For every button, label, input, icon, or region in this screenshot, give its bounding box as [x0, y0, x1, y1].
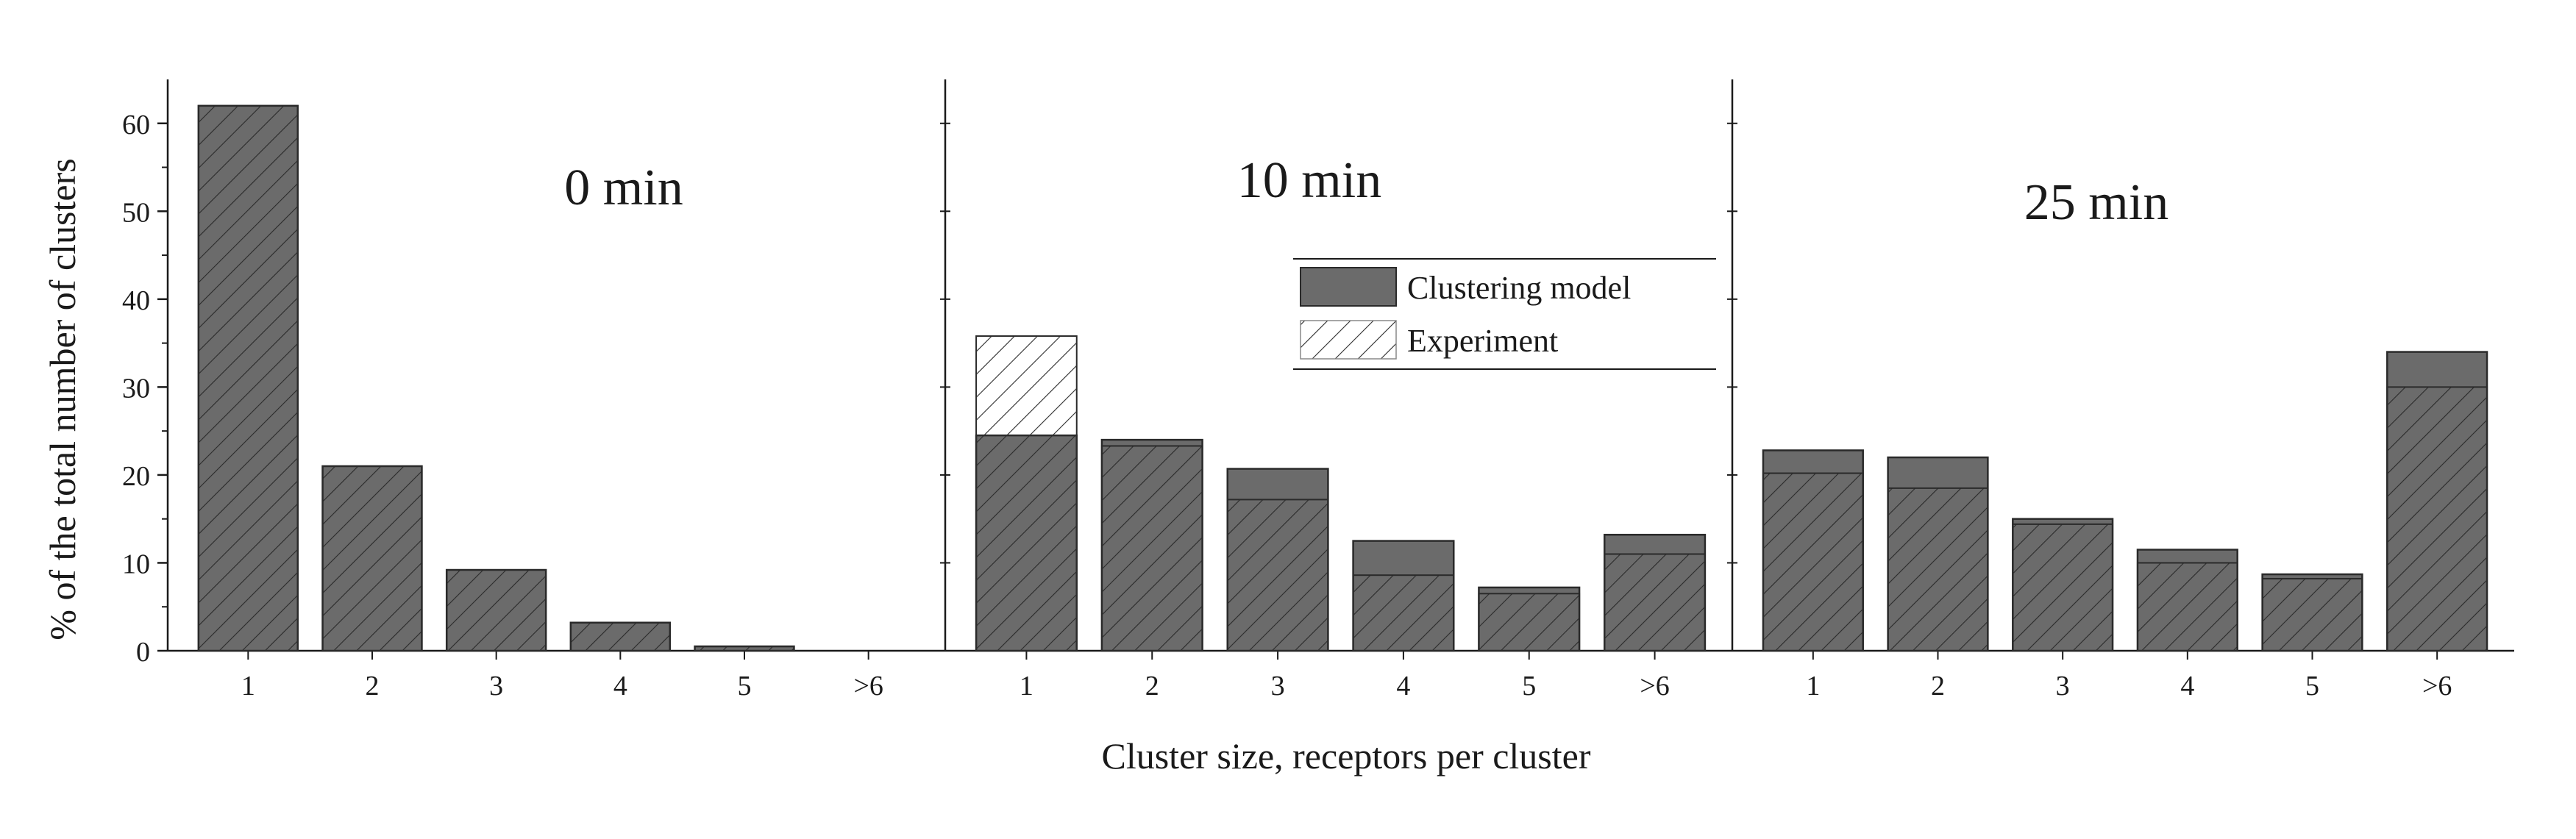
x-tick-label: 3: [1271, 671, 1285, 701]
x-tick-label: 1: [241, 671, 255, 701]
x-tick-label: 1: [1806, 671, 1820, 701]
experiment-bar: [2136, 562, 2238, 652]
x-tick-label: 4: [1396, 671, 1410, 701]
legend-label: Clustering model: [1407, 270, 1631, 306]
x-tick-label: 1: [1020, 671, 1033, 701]
x-tick-label: 5: [2305, 671, 2319, 701]
experiment-bar: [321, 465, 423, 651]
y-axis-label: % of the total number of clusters: [42, 158, 83, 640]
x-axis-label: Cluster size, receptors per cluster: [1101, 735, 1590, 776]
y-tick-label: 10: [122, 549, 150, 579]
experiment-bar: [2261, 577, 2363, 651]
y-tick-label: 50: [122, 197, 150, 228]
experiment-bar: [2012, 523, 2114, 652]
x-tick-label: 4: [2180, 671, 2194, 701]
experiment-bar: [1887, 487, 1989, 651]
experiment-bar: [1226, 499, 1329, 652]
panel-label: 10 min: [1237, 152, 1381, 209]
experiment-bar: [2386, 386, 2488, 652]
experiment-bar: [1762, 472, 1864, 651]
panel-label: 0 min: [564, 160, 683, 216]
experiment-bar: [446, 569, 547, 651]
experiment-bar: [1352, 574, 1455, 651]
y-tick-label: 0: [136, 637, 150, 668]
experiment-bar: [197, 104, 299, 652]
experiment-bar: [1100, 445, 1203, 652]
legend-swatch-experiment: [1300, 320, 1397, 360]
x-tick-label: 2: [366, 671, 380, 701]
x-tick-label: 4: [613, 671, 627, 701]
y-tick-label: 30: [122, 373, 150, 404]
x-tick-label: 2: [1145, 671, 1159, 701]
experiment-bar: [694, 646, 795, 651]
x-tick-label: 5: [1522, 671, 1536, 701]
experiment-bar: [1478, 593, 1581, 651]
experiment-bar: [569, 621, 671, 651]
labels: % of the total number of clusters Cluste…: [42, 158, 1591, 776]
experiment-bar: [1604, 553, 1706, 651]
y-tick-label: 20: [122, 461, 150, 492]
x-tick-label: 2: [1931, 671, 1945, 701]
legend: Clustering model Experiment: [1293, 258, 1716, 370]
bars: [197, 104, 2488, 652]
x-tick-label: 3: [489, 671, 503, 701]
x-tick-label: >6: [1640, 671, 1669, 701]
experiment-bar: [975, 335, 1078, 651]
x-tick-label: 5: [738, 671, 752, 701]
panel-label: 25 min: [2024, 174, 2168, 231]
y-tick-label: 60: [122, 110, 150, 140]
x-tick-label: >6: [2422, 671, 2452, 701]
y-tick-label: 40: [122, 285, 150, 316]
legend-label: Experiment: [1407, 323, 1558, 359]
x-tick-label: >6: [853, 671, 883, 701]
legend-swatch-model: [1300, 267, 1397, 307]
x-tick-label: 3: [2056, 671, 2070, 701]
